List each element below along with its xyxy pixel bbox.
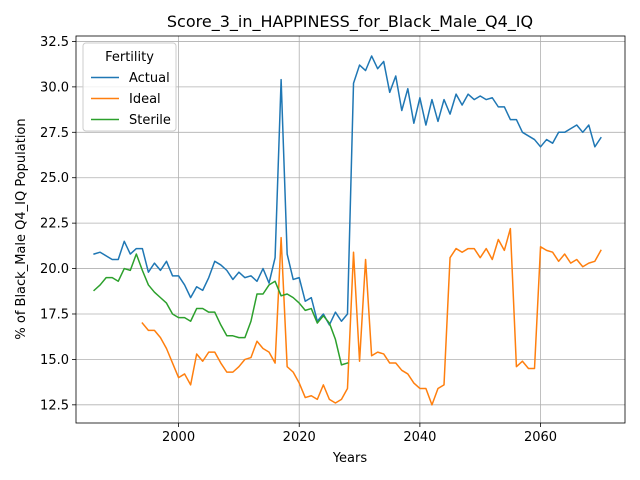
legend-items: Actual Ideal Sterile	[91, 71, 171, 128]
x-tick-label: 2040	[403, 430, 436, 445]
legend-label-ideal: Ideal	[129, 92, 161, 107]
y-axis-label: % of Black_Male Q4_IQ Population	[14, 118, 29, 339]
x-tick-label: 2020	[283, 430, 316, 445]
x-tick-label: 2000	[162, 430, 195, 445]
y-tick-label: 15.0	[40, 353, 69, 368]
y-tick-label: 12.5	[40, 398, 69, 413]
legend-label-actual: Actual	[129, 71, 170, 86]
y-tick-label: 30.0	[40, 80, 69, 95]
plot-area-frame	[75, 35, 626, 424]
chart-title: Score_3_in_HAPPINESS_for_Black_Male_Q4_I…	[167, 12, 533, 32]
series-line-sterile	[93, 253, 349, 366]
y-tick-label: 17.5	[40, 307, 69, 322]
legend-box	[82, 42, 177, 132]
series-line-actual	[93, 55, 602, 326]
y-tick-label: 25.0	[40, 171, 69, 186]
y-tick-label: 20.0	[40, 262, 69, 277]
y-tick-label: 27.5	[40, 126, 69, 141]
x-axis-label: Years	[332, 451, 368, 466]
y-tick-label: 32.5	[40, 35, 69, 50]
y-axis-ticks: 12.5 15.0 17.5 20.0 22.5 25.0 27.5 30.0 32.5	[40, 35, 76, 413]
legend-title: Fertility	[105, 50, 154, 65]
series-line-ideal	[141, 227, 602, 406]
legend: Fertility Actual Ideal Sterile	[82, 42, 177, 132]
series-lines	[93, 55, 602, 406]
x-axis-ticks: 2000 2020 2040 2060	[162, 423, 557, 445]
legend-label-sterile: Sterile	[129, 113, 171, 128]
y-tick-label: 22.5	[40, 217, 69, 232]
x-tick-label: 2060	[524, 430, 557, 445]
